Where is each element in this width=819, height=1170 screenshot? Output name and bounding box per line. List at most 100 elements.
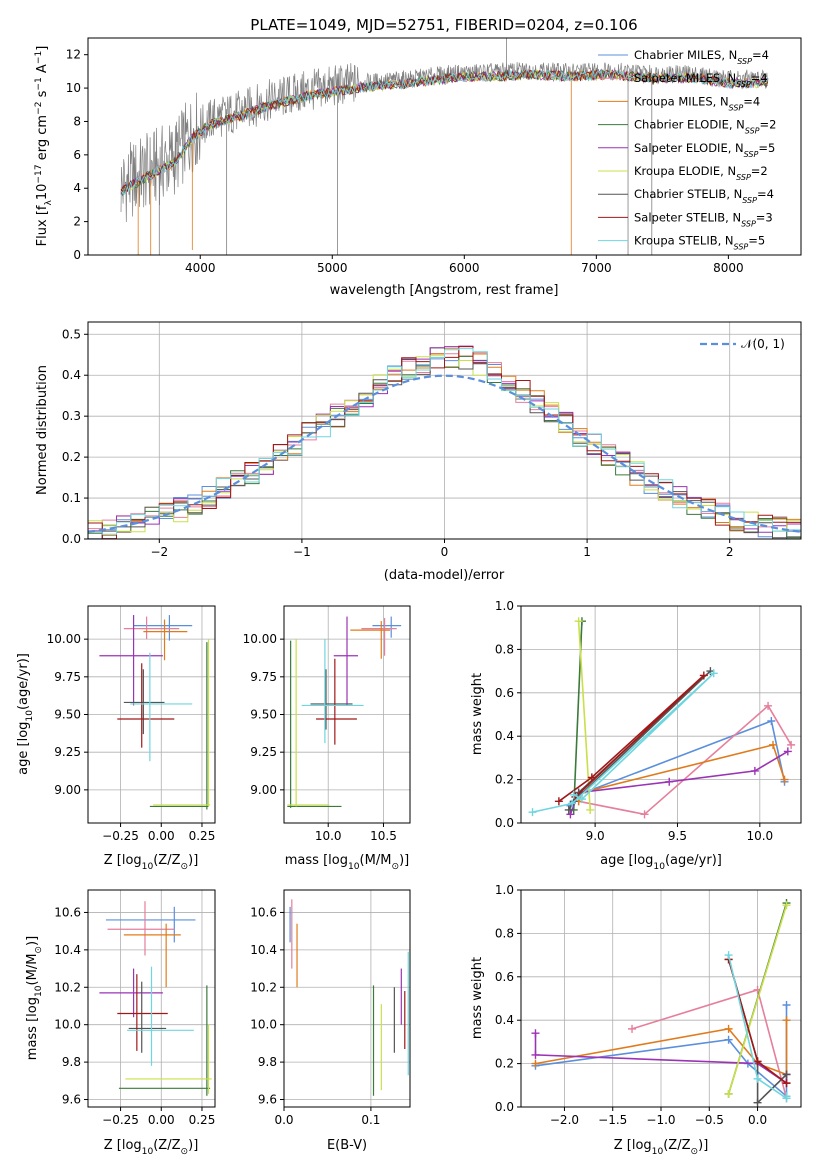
mass-vs-Z-ylabel-part: 10 bbox=[34, 985, 44, 997]
mass-vs-Z-xlabel-part: ⊙ bbox=[181, 1147, 189, 1157]
mass-weight-vs-age-xtick-label: 9.5 bbox=[668, 829, 687, 843]
mass-vs-Z-xtick-label: −0.25 bbox=[102, 1113, 139, 1127]
mass-weight-vs-age-point bbox=[586, 805, 595, 814]
mass-weight-vs-Z-point bbox=[724, 1089, 733, 1098]
age-vs-mass-xlabel-part: 10 bbox=[348, 862, 360, 872]
residuals-ytick-label: 0.5 bbox=[62, 327, 81, 341]
legend-count: =2 bbox=[760, 118, 777, 132]
mass-vs-Z-ytick-label: 10.0 bbox=[54, 1018, 81, 1032]
residuals-ytick-label: 0.2 bbox=[62, 450, 81, 464]
mass-weight-vs-age-point bbox=[780, 775, 789, 784]
spectrum-ylabel-part: Flux [f bbox=[35, 205, 50, 246]
spectrum-ylabel-part: −1 bbox=[34, 77, 44, 90]
mass-vs-Z-ylabel-part: )] bbox=[25, 936, 40, 946]
legend-count: =4 bbox=[743, 94, 760, 108]
mass-weight-vs-Z-point bbox=[724, 1024, 733, 1033]
mass-weight-vs-Z-xlabel-part: 10 bbox=[652, 1147, 664, 1157]
mass-weight-vs-Z-point bbox=[724, 951, 733, 960]
mass-weight-vs-age-point bbox=[750, 766, 759, 775]
mass-weight-vs-age-point bbox=[764, 701, 773, 710]
mass-weight-vs-Z-ytick-label: 0.6 bbox=[495, 970, 514, 984]
residuals-xlabel: (data-model)/error bbox=[384, 568, 505, 583]
mass-weight-vs-age-point bbox=[665, 777, 674, 786]
mass-weight-vs-age-ylabel: mass weight bbox=[470, 673, 485, 755]
legend-sub: SSP bbox=[741, 219, 756, 228]
legend-count: =2 bbox=[751, 164, 768, 178]
mass-weight-vs-age-xtick-label: 10.0 bbox=[746, 829, 773, 843]
age-vs-Z-ylabel-part: (age/yr)] bbox=[16, 653, 31, 710]
mass-weight-vs-Z-point bbox=[753, 1057, 762, 1066]
legend-count: =4 bbox=[757, 187, 774, 201]
age-vs-Z-xtick-label: −0.25 bbox=[102, 829, 139, 843]
mass-vs-Z-xlabel: Z [log10(Z/Z⊙)] bbox=[104, 1138, 199, 1157]
mass-vs-ebv-xtick-label: 0.1 bbox=[361, 1113, 380, 1127]
mass-weight-vs-age-point bbox=[767, 717, 776, 726]
mass-weight-vs-age-xlabel-part: 10 bbox=[653, 862, 665, 872]
figure-title: PLATE=1049, MJD=52751, FIBERID=0204, z=0… bbox=[250, 16, 637, 34]
mass-weight-vs-age-ytick-label: 0.0 bbox=[495, 816, 514, 830]
mass-weight-vs-age-xlabel-part: (age/yr)] bbox=[665, 853, 722, 868]
mass-weight-vs-Z-point bbox=[531, 1059, 540, 1068]
spectrum-model-7 bbox=[120, 69, 768, 192]
spectrum-legend: Chabrier MILES, NSSP=4 Salpeter MILES, NS… bbox=[598, 48, 776, 251]
spectrum-ylabel-part: A bbox=[35, 64, 50, 77]
legend-sub: SSP bbox=[729, 103, 744, 112]
mass-weight-vs-age-frame bbox=[520, 605, 802, 824]
mass-weight-vs-Z-point bbox=[753, 1074, 762, 1083]
legend-label: Kroupa MILES, NSSP=4 bbox=[634, 94, 760, 112]
residuals-xtick-label: 2 bbox=[726, 545, 734, 559]
mass-vs-ebv-frame bbox=[283, 889, 411, 1108]
mass-vs-ebv-ytick-label: 10.6 bbox=[250, 905, 277, 919]
mass-weight-vs-Z-point bbox=[782, 1070, 791, 1079]
age-vs-Z-ylabel: age [log10(age/yr)] bbox=[16, 653, 35, 775]
mass-weight-vs-age-point bbox=[769, 740, 777, 749]
mass-vs-Z-xlabel-part: )] bbox=[188, 1138, 198, 1153]
mass-weight-vs-Z-frame bbox=[520, 889, 802, 1108]
legend-label: Salpeter STELIB, NSSP=3 bbox=[634, 210, 773, 228]
mass-weight-vs-age-series-line bbox=[577, 621, 591, 811]
age-vs-mass-xtick-label: 10.0 bbox=[315, 829, 342, 843]
mass-vs-ebv-xtick-label: 0.0 bbox=[274, 1113, 293, 1127]
mass-weight-vs-age-ytick-label: 0.8 bbox=[495, 642, 514, 656]
age-vs-Z-ytick-label: 9.00 bbox=[54, 783, 81, 797]
spectrum-ytick-label: 6 bbox=[73, 148, 81, 162]
age-vs-Z-xlabel-part: )] bbox=[188, 853, 198, 868]
age-vs-mass-ytick-label: 9.00 bbox=[250, 783, 277, 797]
spectrum-ylabel-part: 10 bbox=[35, 184, 50, 201]
spectrum-ylabel-part: −1 bbox=[34, 51, 44, 64]
mass-weight-vs-age-point bbox=[566, 810, 575, 819]
spectrum-xlabel: wavelength [Angstrom, rest frame] bbox=[330, 283, 559, 298]
age-vs-Z-ylabel-part: 10 bbox=[25, 710, 35, 722]
legend-count: =4 bbox=[751, 71, 768, 85]
mass-vs-Z-ylabel-part: (M/M bbox=[25, 954, 40, 986]
mass-weight-vs-age-series-line bbox=[569, 750, 789, 815]
legend-sub: SSP bbox=[744, 149, 759, 158]
mass-weight-vs-Z-series-line bbox=[727, 904, 788, 1095]
mass-vs-ebv-xlabel: E(B-V) bbox=[327, 1138, 367, 1153]
mass-weight-vs-Z-xtick-label: −0.5 bbox=[695, 1113, 724, 1127]
age-vs-mass-xlabel-part: mass [log bbox=[285, 853, 348, 868]
mass-weight-vs-Z-point bbox=[724, 1035, 733, 1044]
mass-weight-vs-age-point bbox=[574, 788, 583, 797]
legend-sub: SSP bbox=[737, 57, 752, 66]
spectrum-model-8 bbox=[120, 68, 768, 195]
mass-weight-vs-age-point bbox=[569, 790, 578, 799]
mass-weight-vs-age-point bbox=[574, 617, 583, 626]
mass-weight-vs-Z-ytick-label: 0.4 bbox=[495, 1013, 514, 1027]
legend-label: Salpeter ELODIE, NSSP=5 bbox=[634, 141, 775, 159]
mass-vs-Z-xlabel-part: (Z/Z bbox=[153, 1138, 180, 1153]
mass-vs-Z-axes: −0.25 0.00 0.25 9.6 9.8 10.0 10.2 10.4 10.6 bbox=[54, 890, 215, 1127]
age-vs-Z-xlabel-part: (Z/Z bbox=[153, 853, 180, 868]
mass-vs-Z-xtick-label: 0.00 bbox=[148, 1113, 175, 1127]
mass-vs-ebv-ytick-label: 9.8 bbox=[258, 1055, 277, 1069]
mass-weight-vs-Z-ytick-label: 0.8 bbox=[495, 926, 514, 940]
mass-weight-vs-age-point bbox=[640, 810, 649, 819]
age-vs-mass-xtick-label: 10.5 bbox=[370, 829, 397, 843]
residuals-ytick-label: 0.0 bbox=[62, 532, 81, 546]
age-vs-mass-ytick-label: 10.00 bbox=[243, 632, 277, 646]
residuals-frame bbox=[87, 321, 802, 540]
legend-sub: SSP bbox=[745, 126, 760, 135]
residuals-xtick-label: 0 bbox=[441, 545, 449, 559]
legend-count: =5 bbox=[748, 234, 765, 248]
